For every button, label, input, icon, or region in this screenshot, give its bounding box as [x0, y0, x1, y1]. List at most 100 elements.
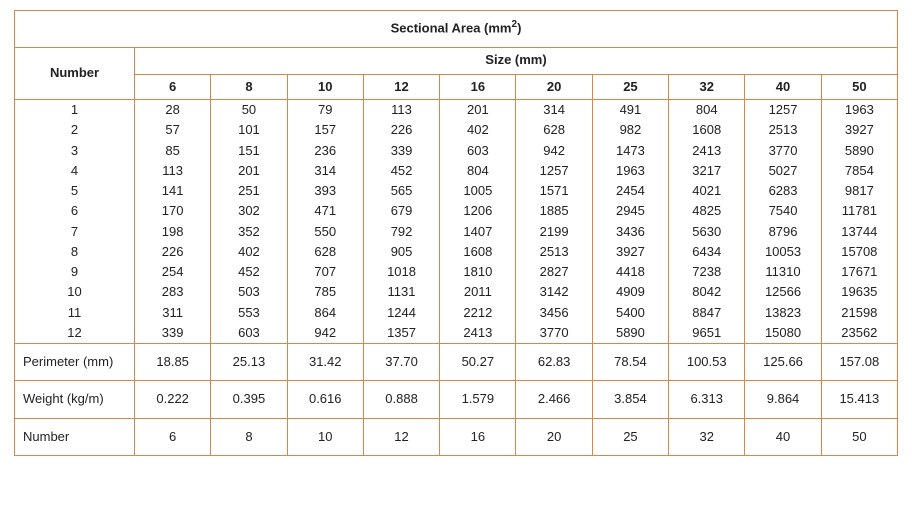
data-cell: 314	[516, 100, 592, 121]
data-cell: 302	[211, 201, 287, 221]
data-cell: 402	[440, 120, 516, 140]
table-row: 822640262890516082513392764341005315708	[15, 242, 898, 262]
summary-cell: 0.888	[363, 381, 439, 418]
number-header: Number	[15, 47, 135, 100]
data-cell: 393	[287, 181, 363, 201]
data-cell: 15708	[821, 242, 897, 262]
data-cell: 113	[135, 161, 211, 181]
table-row: 1131155386412442212345654008847138232159…	[15, 303, 898, 323]
data-cell: 10053	[745, 242, 821, 262]
table-body: 1285079113201314491804125719632571011572…	[15, 100, 898, 344]
data-cell: 4825	[669, 201, 745, 221]
summary-cell: 32	[669, 418, 745, 455]
size-header: Size (mm)	[135, 47, 898, 74]
data-cell: 2945	[592, 201, 668, 221]
data-cell: 402	[211, 242, 287, 262]
data-cell: 3456	[516, 303, 592, 323]
table-row: 3851512363396039421473241337705890	[15, 141, 898, 161]
data-cell: 23562	[821, 323, 897, 344]
data-cell: 1963	[592, 161, 668, 181]
data-cell: 198	[135, 222, 211, 242]
data-cell: 8847	[669, 303, 745, 323]
data-cell: 1257	[745, 100, 821, 121]
data-cell: 1963	[821, 100, 897, 121]
data-cell: 7540	[745, 201, 821, 221]
data-cell: 201	[211, 161, 287, 181]
summary-label: Perimeter (mm)	[15, 344, 135, 381]
data-cell: 942	[287, 323, 363, 344]
row-number: 4	[15, 161, 135, 181]
summary-cell: 50.27	[440, 344, 516, 381]
data-cell: 3142	[516, 282, 592, 302]
size-column-header: 25	[592, 74, 668, 99]
data-cell: 2513	[745, 120, 821, 140]
data-cell: 6434	[669, 242, 745, 262]
data-cell: 2212	[440, 303, 516, 323]
data-cell: 1244	[363, 303, 439, 323]
data-cell: 982	[592, 120, 668, 140]
table-row: 1233960394213572413377058909651150802356…	[15, 323, 898, 344]
size-column-header: 8	[211, 74, 287, 99]
data-cell: 1018	[363, 262, 439, 282]
table-row: 411320131445280412571963321750277854	[15, 161, 898, 181]
data-cell: 2513	[516, 242, 592, 262]
data-cell: 785	[287, 282, 363, 302]
data-cell: 12566	[745, 282, 821, 302]
summary-cell: 6.313	[669, 381, 745, 418]
data-cell: 13823	[745, 303, 821, 323]
data-cell: 2011	[440, 282, 516, 302]
table-row: 61703024716791206188529454825754011781	[15, 201, 898, 221]
data-cell: 864	[287, 303, 363, 323]
size-column-header: 40	[745, 74, 821, 99]
summary-cell: 1.579	[440, 381, 516, 418]
data-cell: 3436	[592, 222, 668, 242]
summary-cell: 2.466	[516, 381, 592, 418]
summary-row: Number681012162025324050	[15, 418, 898, 455]
data-cell: 314	[287, 161, 363, 181]
data-cell: 19635	[821, 282, 897, 302]
summary-cell: 37.70	[363, 344, 439, 381]
data-cell: 226	[135, 242, 211, 262]
row-number: 7	[15, 222, 135, 242]
data-cell: 254	[135, 262, 211, 282]
summary-cell: 40	[745, 418, 821, 455]
data-cell: 5890	[821, 141, 897, 161]
size-column-header: 20	[516, 74, 592, 99]
data-cell: 792	[363, 222, 439, 242]
summary-cell: 3.854	[592, 381, 668, 418]
size-column-header: 10	[287, 74, 363, 99]
data-cell: 1357	[363, 323, 439, 344]
data-cell: 942	[516, 141, 592, 161]
data-cell: 15080	[745, 323, 821, 344]
summary-cell: 31.42	[287, 344, 363, 381]
data-cell: 101	[211, 120, 287, 140]
size-column-header: 50	[821, 74, 897, 99]
data-cell: 603	[211, 323, 287, 344]
row-number: 8	[15, 242, 135, 262]
summary-cell: 125.66	[745, 344, 821, 381]
data-cell: 452	[363, 161, 439, 181]
data-cell: 628	[516, 120, 592, 140]
data-cell: 1206	[440, 201, 516, 221]
data-cell: 804	[440, 161, 516, 181]
table-row: 1028350378511312011314249098042125661963…	[15, 282, 898, 302]
data-cell: 4021	[669, 181, 745, 201]
summary-label: Number	[15, 418, 135, 455]
data-cell: 157	[287, 120, 363, 140]
data-cell: 452	[211, 262, 287, 282]
summary-cell: 15.413	[821, 381, 897, 418]
data-cell: 905	[363, 242, 439, 262]
data-cell: 503	[211, 282, 287, 302]
summary-cell: 8	[211, 418, 287, 455]
data-cell: 1608	[440, 242, 516, 262]
data-cell: 1571	[516, 181, 592, 201]
data-cell: 57	[135, 120, 211, 140]
data-cell: 603	[440, 141, 516, 161]
data-cell: 1257	[516, 161, 592, 181]
data-cell: 1608	[669, 120, 745, 140]
summary-cell: 157.08	[821, 344, 897, 381]
data-cell: 3217	[669, 161, 745, 181]
data-cell: 2827	[516, 262, 592, 282]
data-cell: 7238	[669, 262, 745, 282]
data-cell: 11781	[821, 201, 897, 221]
